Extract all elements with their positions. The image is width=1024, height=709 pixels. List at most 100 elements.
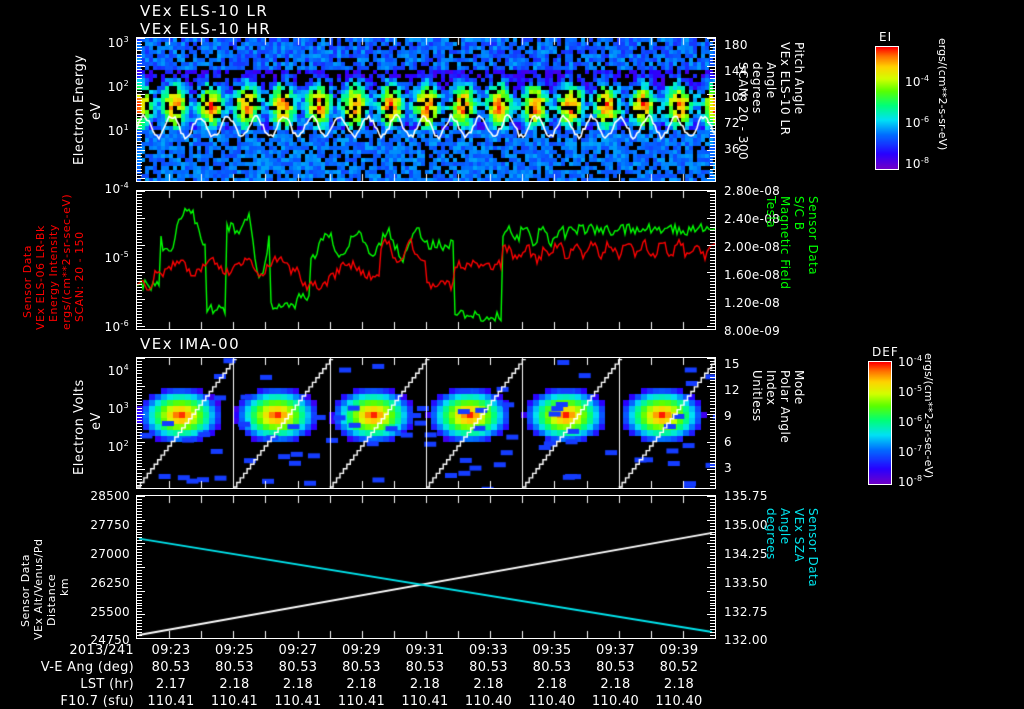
axis-tick (137, 224, 142, 225)
axis-tick (137, 380, 142, 381)
axis-tick (710, 620, 715, 621)
axis-tick (137, 128, 142, 129)
axis-tick (710, 564, 715, 565)
panel3-ytick-2: 102 (107, 439, 129, 455)
axis-tick (707, 591, 715, 592)
axis-tick (710, 626, 715, 627)
axis-tick (710, 395, 715, 396)
axis-tick (710, 392, 715, 393)
axis-tick (710, 329, 715, 330)
axis-tick (137, 392, 142, 393)
axis-tick (137, 260, 142, 261)
panel1-right-label-line-1: VEx ELS-10 LR (778, 42, 792, 136)
footer-f107-5: 110.40 (464, 694, 513, 709)
axis-tick (710, 426, 715, 427)
axis-tick (137, 508, 142, 509)
panel2-ytick-2: 10-6 (104, 319, 129, 335)
axis-tick (710, 488, 715, 489)
axis-tick (710, 212, 715, 213)
axis-tick (710, 88, 715, 89)
axis-tick (710, 597, 715, 598)
panel1-colorbar (875, 46, 899, 170)
axis-tick (707, 326, 715, 327)
panel2-ytick-0: 10-4 (104, 181, 129, 197)
axis-tick (710, 579, 715, 580)
axis-tick (710, 323, 715, 324)
panel3-right-label-line-3: Unitless (750, 370, 764, 422)
axis-tick (710, 540, 715, 541)
axis-tick (137, 60, 142, 61)
axis-tick (137, 156, 142, 157)
axis-tick (707, 299, 715, 300)
panel4-rtick-3: 133.50 (724, 576, 768, 590)
axis-tick (137, 200, 142, 201)
axis-tick (707, 358, 715, 359)
axis-tick (137, 520, 145, 521)
axis-tick (137, 82, 142, 83)
axis-tick (710, 206, 715, 207)
axis-tick (710, 72, 715, 73)
axis-tick (710, 517, 715, 518)
axis-tick (137, 134, 142, 135)
axis-tick (137, 233, 142, 234)
axis-tick (137, 172, 142, 173)
axis-tick (710, 147, 715, 148)
axis-tick (137, 389, 142, 390)
panel2-rtick-0: 2.80e-08 (724, 184, 781, 198)
axis-tick (137, 269, 142, 270)
axis-tick (710, 44, 715, 45)
axis-tick (137, 314, 142, 315)
axis-tick (137, 125, 142, 126)
axis-tick (137, 401, 142, 402)
axis-tick (137, 141, 142, 142)
axis-tick (710, 594, 715, 595)
axis-tick (710, 290, 715, 291)
panel1-title: VEx ELS-10 LR (140, 2, 269, 20)
axis-tick (137, 38, 145, 39)
axis-tick (137, 442, 145, 443)
panel2-rtick-1: 2.40e-08 (724, 212, 781, 226)
panel-energy-intensity-bfield (136, 190, 716, 330)
axis-tick (710, 113, 715, 114)
axis-tick (710, 523, 715, 524)
footer-f107-7: 110.40 (591, 694, 640, 709)
axis-tick (137, 50, 142, 51)
axis-tick (137, 299, 145, 300)
axis-tick (137, 432, 142, 433)
axis-tick (710, 317, 715, 318)
footer-time-0: 09:23 (151, 643, 191, 658)
axis-tick (710, 269, 715, 270)
axis-tick (710, 116, 715, 117)
axis-tick (137, 561, 142, 562)
panel1-right-sub-2: SCAN: 20 - 300 (736, 62, 750, 161)
axis-tick (710, 308, 715, 309)
panel3-colorbar-tick-0: 10-4 (898, 354, 923, 370)
panel4-right-label-line-0: Sensor Data (806, 508, 820, 588)
panel1-right-sub-0: Angle (764, 62, 778, 99)
axis-tick (710, 181, 715, 182)
axis-tick (710, 585, 715, 586)
panel1-ytick-1: 102 (107, 79, 129, 95)
axis-tick (710, 561, 715, 562)
axis-tick (137, 137, 142, 138)
axis-tick (710, 438, 715, 439)
footer-lst-3: 2.18 (346, 677, 377, 692)
axis-tick (137, 361, 142, 362)
axis-tick (710, 131, 715, 132)
footer-lst-0: 2.17 (155, 677, 187, 692)
axis-tick (137, 499, 142, 500)
axis-tick (137, 150, 145, 151)
axis-tick (710, 175, 715, 176)
axis-tick (710, 608, 715, 609)
footer-lst-1: 2.18 (219, 677, 250, 692)
panel4-ytick-1: 27750 (90, 518, 130, 532)
axis-tick (710, 361, 715, 362)
axis-tick (137, 275, 142, 276)
axis-tick (137, 573, 142, 574)
axis-tick (137, 620, 142, 621)
axis-tick (137, 239, 142, 240)
axis-tick (710, 311, 715, 312)
panel-altitude-sza (136, 495, 716, 639)
axis-tick (137, 251, 142, 252)
axis-tick (710, 532, 715, 533)
